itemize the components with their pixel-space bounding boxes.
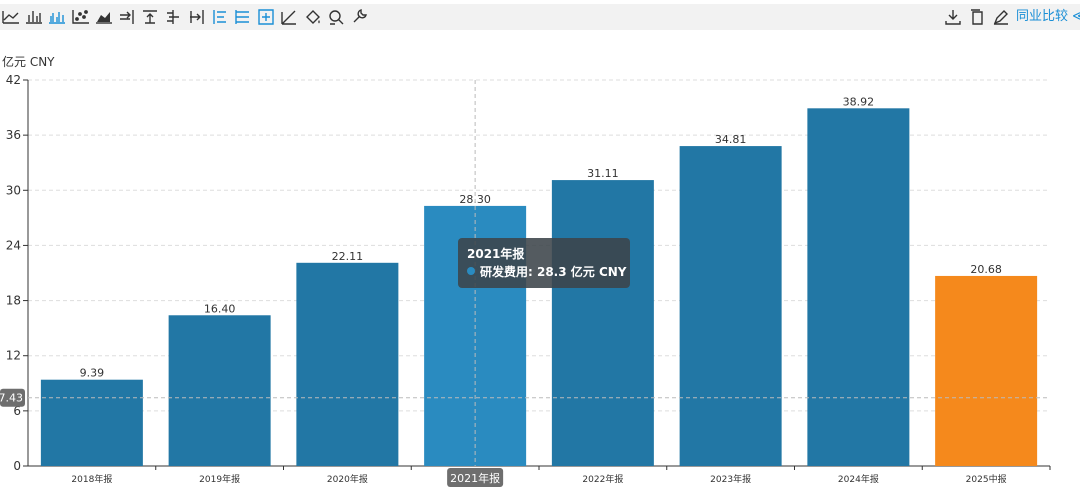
x-tick-label: 2020年报 [327, 473, 368, 485]
y-tick-label: 6 [13, 404, 21, 418]
bar-value-label: 38.92 [843, 95, 875, 108]
x-tick-label: 2024年报 [838, 473, 879, 485]
bar-value-label: 31.11 [587, 167, 619, 180]
bar [679, 146, 782, 466]
bar-value-label: 22.11 [332, 250, 364, 263]
y-unit-label: 亿元 CNY [2, 54, 55, 69]
list-left-icon[interactable] [209, 4, 231, 30]
bar [807, 108, 910, 466]
x-tick-label: 2025中报 [966, 473, 1007, 485]
tooltip-series-dot [467, 267, 475, 275]
fill-icon[interactable] [302, 4, 324, 30]
y-tick-label: 42 [6, 73, 21, 87]
crosshair-y-badge [0, 388, 25, 407]
y-tick-label: 36 [6, 128, 21, 142]
edit-icon[interactable] [990, 4, 1012, 30]
zoom-icon[interactable] [325, 4, 347, 30]
chart-toolbar [0, 4, 1080, 30]
bar [296, 262, 399, 466]
tooltip-title: 2021年报 [467, 247, 525, 261]
bar-value-label: 20.68 [970, 263, 1002, 276]
area-chart-icon[interactable] [93, 4, 115, 30]
tooltip-series-value: 研发费用: 28.3 亿元 CNY [480, 265, 627, 279]
bar [168, 315, 271, 466]
crosshair-x-label: 2021年报 [450, 471, 500, 485]
chart-tooltip: 2021年报 研发费用: 28.3 亿元 CNY [458, 238, 630, 288]
bar [551, 180, 654, 466]
x-tick-label: 2019年报 [199, 473, 240, 485]
y-tick-label: 30 [6, 183, 21, 197]
line-chart-icon[interactable] [0, 4, 22, 30]
trend-icon[interactable] [278, 4, 300, 30]
y-tick-label: 0 [13, 459, 21, 473]
download-icon[interactable] [942, 4, 964, 30]
crosshair-x-badge [447, 468, 504, 487]
crosshair-y-label: 7.43 [0, 392, 23, 405]
align-bottom-icon[interactable] [186, 4, 208, 30]
align-center-icon[interactable] [162, 4, 184, 30]
scatter-icon[interactable] [70, 4, 92, 30]
list-indent-icon[interactable] [232, 4, 254, 30]
bar-value-label: 34.81 [715, 133, 747, 146]
settings-wrench-icon[interactable] [348, 4, 370, 30]
copy-icon[interactable] [966, 4, 988, 30]
y-tick-label: 18 [6, 294, 21, 308]
bar [935, 275, 1038, 466]
x-tick-label: 2018年报 [71, 473, 112, 485]
grouped-bar-icon[interactable] [46, 4, 68, 30]
x-tick-label: 2022年报 [582, 473, 623, 485]
align-top-icon[interactable] [139, 4, 161, 30]
peer-compare-link[interactable]: 同业比较 ≪ [1016, 9, 1080, 24]
bar [40, 379, 143, 466]
align-right-icon[interactable] [116, 4, 138, 30]
bar-value-label: 9.39 [80, 367, 105, 380]
bar-value-label: 16.40 [204, 302, 236, 315]
y-tick-label: 24 [6, 238, 21, 252]
bar-chart-icon[interactable] [23, 4, 45, 30]
y-tick-label: 12 [6, 349, 21, 363]
grid-add-icon[interactable] [255, 4, 277, 30]
x-tick-label: 2023年报 [710, 473, 751, 485]
